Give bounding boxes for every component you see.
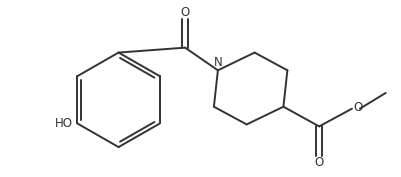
Text: O: O (314, 156, 324, 169)
Text: O: O (353, 101, 362, 114)
Text: N: N (213, 56, 222, 69)
Text: HO: HO (55, 117, 73, 130)
Text: O: O (180, 6, 190, 19)
